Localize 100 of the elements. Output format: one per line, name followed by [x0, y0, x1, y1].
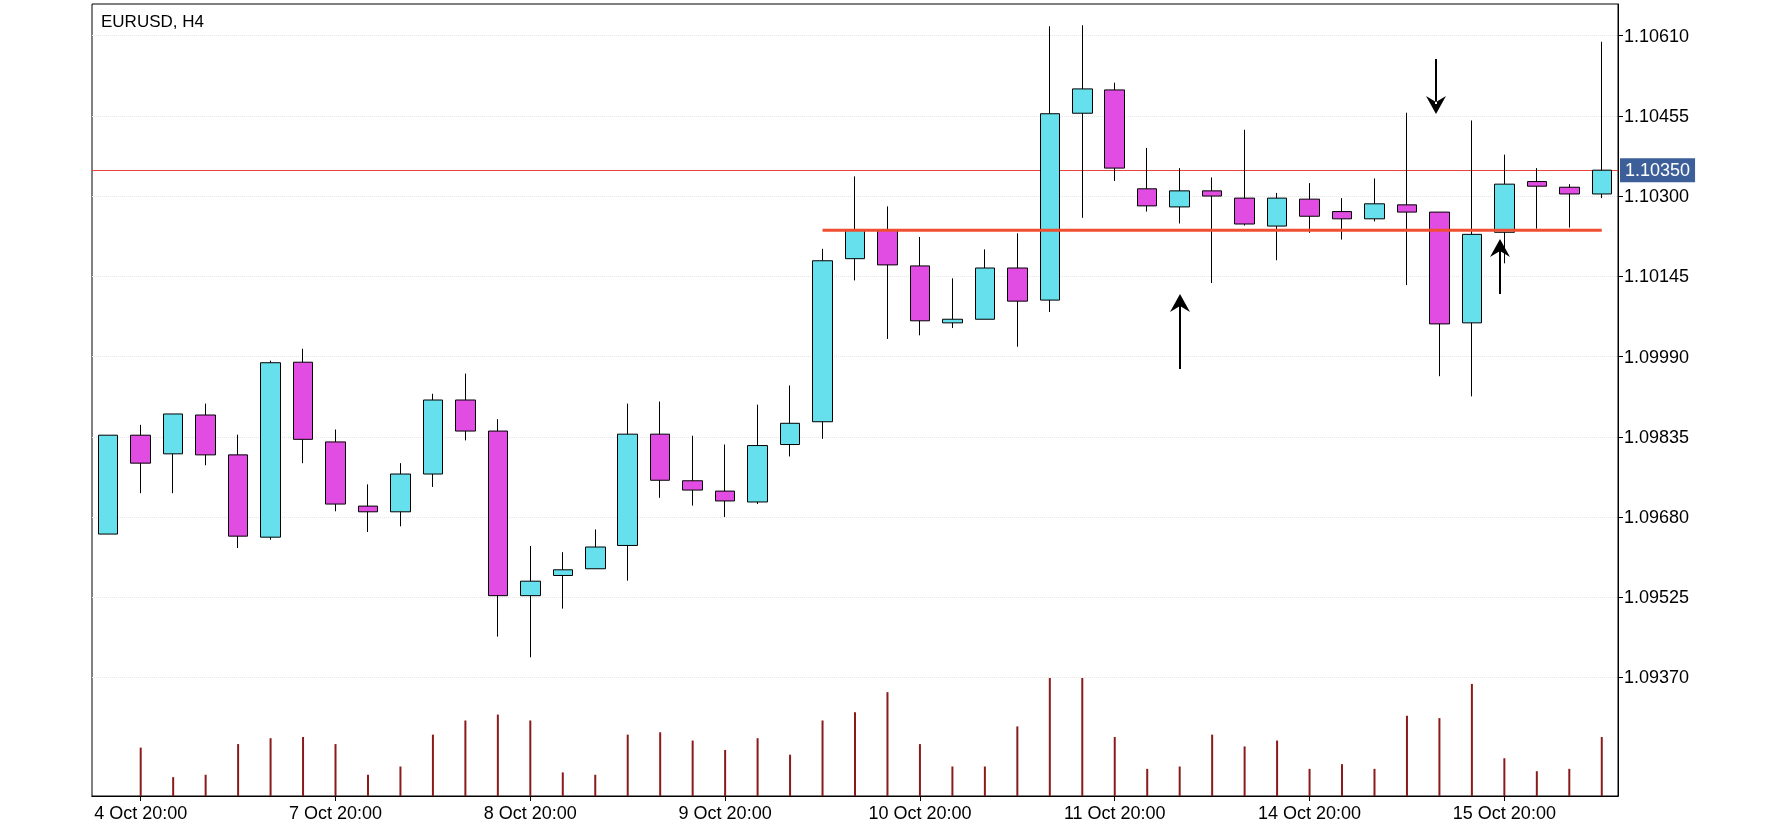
- candlestick: [585, 528, 606, 570]
- bar: [302, 737, 305, 796]
- bar: [334, 744, 337, 796]
- candlestick: [98, 434, 118, 535]
- candlestick: [747, 404, 768, 505]
- candlestick: [130, 424, 151, 494]
- bar: [172, 777, 175, 796]
- y-tick-label: 1.09680: [1624, 506, 1690, 527]
- y-tick-label: 1.10455: [1624, 105, 1690, 126]
- candlestick: [877, 205, 898, 340]
- bar: [1438, 718, 1441, 796]
- bar: [204, 774, 207, 796]
- bar: [918, 744, 921, 796]
- x-tick-label: 7 Oct 20:00: [288, 803, 383, 823]
- candlestick: [1559, 183, 1580, 229]
- candlestick: [325, 429, 346, 512]
- candlestick: [488, 418, 508, 638]
- candlestick: [1007, 232, 1028, 348]
- bar: [659, 732, 662, 796]
- bar: [431, 734, 434, 796]
- candlestick: [260, 360, 281, 541]
- x-tick-label: 11 Oct 20:00: [1063, 803, 1166, 823]
- candlestick: [390, 462, 411, 527]
- bar: [1405, 715, 1408, 796]
- bar: [1276, 740, 1279, 796]
- candlestick: [1040, 25, 1060, 313]
- y-tick-label: 1.09525: [1624, 587, 1690, 608]
- candlestick: [1397, 112, 1417, 286]
- bar: [951, 766, 954, 796]
- candlestick: [1072, 24, 1093, 219]
- candlestick: [358, 483, 378, 533]
- bar: [464, 720, 467, 796]
- candlestick: [1137, 147, 1157, 213]
- candlestick: [1202, 176, 1222, 284]
- bar: [1243, 746, 1246, 796]
- candlestick: [910, 236, 930, 336]
- candlestick: [975, 248, 995, 320]
- bar: [1211, 734, 1214, 796]
- y-tick-label: 1.10145: [1624, 266, 1690, 287]
- bar: [1503, 758, 1506, 796]
- bar: [1341, 764, 1344, 796]
- candlestick: [1462, 119, 1482, 397]
- bar: [1113, 737, 1116, 796]
- candlestick: [1527, 167, 1547, 230]
- bar: [626, 734, 629, 796]
- candlestick: [423, 393, 443, 488]
- candlestick: [228, 434, 248, 549]
- y-tick-label: 1.09835: [1624, 426, 1690, 447]
- bar: [886, 692, 889, 796]
- bar: [561, 772, 564, 796]
- candlestick: [455, 373, 476, 441]
- bar: [789, 754, 792, 796]
- candlestick: [812, 248, 833, 440]
- bar: [139, 747, 142, 796]
- candlestick: [1429, 211, 1450, 377]
- candlestick: [715, 444, 735, 518]
- candlestick: [163, 413, 183, 494]
- bar: [854, 712, 856, 796]
- candlestick: [293, 348, 313, 464]
- candlestick: [1104, 82, 1125, 182]
- bar: [1568, 768, 1571, 796]
- x-tick-label: 14 Oct 20:00: [1258, 803, 1362, 823]
- text: EURUSD, H4: [101, 12, 204, 31]
- bar: [366, 774, 369, 796]
- candlestick: [1234, 129, 1255, 227]
- bar: [1178, 766, 1181, 796]
- candlestick: [1169, 167, 1190, 224]
- candlestick: [1267, 192, 1287, 261]
- candlestick: [1592, 41, 1612, 199]
- bar: [1308, 768, 1311, 796]
- candlestick: [617, 403, 638, 582]
- x-tick-label: 4 Oct 20:00: [94, 803, 188, 823]
- bar: [594, 774, 597, 796]
- bar: [237, 744, 240, 796]
- bar: [756, 738, 759, 796]
- y-tick-label: 1.09370: [1624, 667, 1690, 688]
- bar: [691, 740, 694, 796]
- bar: [983, 766, 986, 796]
- bar: [1016, 726, 1019, 796]
- bar: [1470, 683, 1473, 796]
- candlestick: [1332, 197, 1352, 241]
- bar: [724, 749, 727, 796]
- bar: [1146, 768, 1149, 796]
- candlestick: [1299, 182, 1320, 234]
- bar: [1600, 737, 1603, 796]
- candlestick: [780, 385, 800, 457]
- bar: [1535, 771, 1538, 796]
- candlestick: [553, 551, 573, 610]
- x-tick-label: 15 Oct 20:00: [1452, 803, 1556, 823]
- bar: [821, 720, 824, 796]
- candlestick: [682, 435, 703, 507]
- bar: [399, 766, 402, 796]
- y-tick-label: 1.10300: [1624, 186, 1690, 207]
- x-tick-label: 10 Oct 20:00: [868, 803, 972, 823]
- candlestick: [942, 277, 963, 329]
- x-tick-label: 9 Oct 20:00: [678, 803, 772, 823]
- candlestick: [650, 401, 670, 499]
- ref-line-label: 1.10350: [1625, 160, 1691, 181]
- x-tick-label: 8 Oct 20:00: [483, 803, 577, 823]
- y-tick-label: 1.09990: [1624, 346, 1690, 367]
